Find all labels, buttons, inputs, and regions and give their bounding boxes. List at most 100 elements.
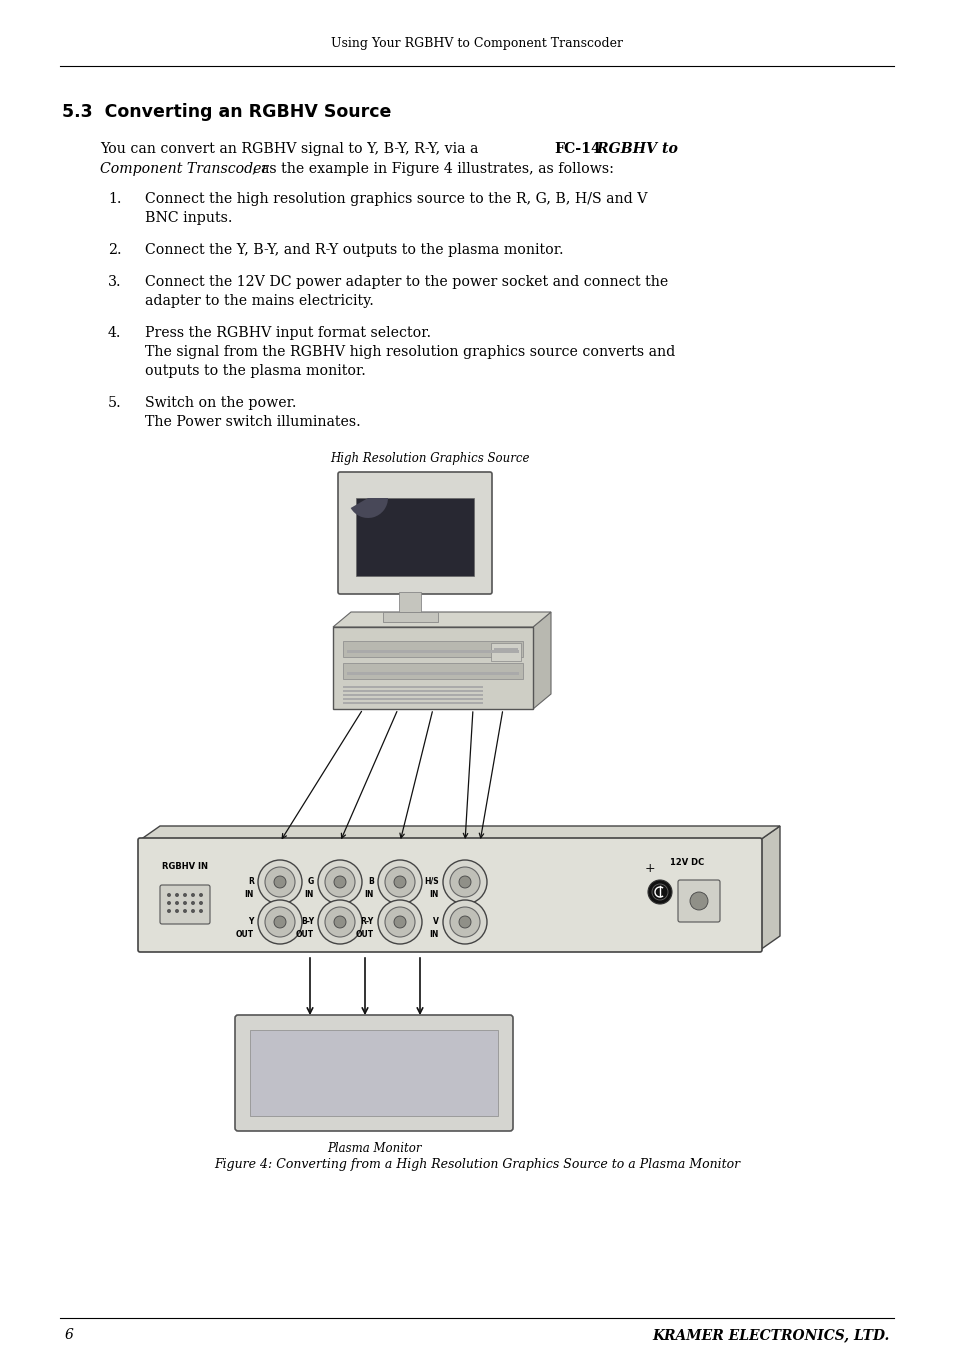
Circle shape — [442, 900, 486, 944]
Bar — [347, 650, 518, 653]
Text: 12V DC: 12V DC — [669, 859, 703, 867]
Bar — [382, 612, 437, 622]
Text: IN: IN — [429, 890, 438, 899]
Bar — [355, 498, 474, 576]
Text: KRAMER ELECTRONICS, LTD.: KRAMER ELECTRONICS, LTD. — [652, 1328, 889, 1343]
Circle shape — [317, 860, 361, 904]
Circle shape — [167, 894, 171, 896]
Text: OUT: OUT — [235, 930, 253, 940]
Circle shape — [458, 917, 471, 927]
Bar — [398, 592, 420, 612]
Circle shape — [317, 900, 361, 944]
Text: 5.3  Converting an RGBHV Source: 5.3 Converting an RGBHV Source — [62, 103, 391, 120]
Circle shape — [647, 880, 671, 904]
Text: IN: IN — [304, 890, 314, 899]
Circle shape — [450, 907, 479, 937]
Text: R-Y: R-Y — [360, 917, 374, 926]
Bar — [343, 690, 482, 692]
Text: H/S: H/S — [424, 877, 438, 886]
Circle shape — [334, 917, 346, 927]
Text: OUT: OUT — [355, 930, 374, 940]
Circle shape — [199, 894, 203, 896]
Text: OUT: OUT — [295, 930, 314, 940]
FancyBboxPatch shape — [234, 1015, 513, 1132]
Text: Connect the high resolution graphics source to the R, G, B, H/S and V: Connect the high resolution graphics sou… — [145, 192, 647, 206]
Bar — [343, 641, 522, 657]
Circle shape — [325, 907, 355, 937]
Bar — [343, 662, 522, 679]
Circle shape — [183, 900, 187, 904]
Polygon shape — [333, 612, 551, 627]
Circle shape — [257, 860, 302, 904]
Circle shape — [199, 900, 203, 904]
Bar — [333, 627, 533, 708]
Text: V: V — [433, 917, 438, 926]
Text: G: G — [308, 877, 314, 886]
Circle shape — [199, 909, 203, 913]
Circle shape — [385, 867, 415, 896]
Circle shape — [274, 917, 286, 927]
FancyBboxPatch shape — [678, 880, 720, 922]
Text: 5.: 5. — [108, 396, 122, 410]
Circle shape — [651, 884, 667, 900]
Text: BNC inputs.: BNC inputs. — [145, 211, 233, 224]
Circle shape — [385, 907, 415, 937]
Text: The signal from the RGBHV high resolution graphics source converts and: The signal from the RGBHV high resolutio… — [145, 345, 675, 360]
Circle shape — [174, 894, 179, 896]
Text: 6: 6 — [65, 1328, 73, 1343]
Bar — [343, 694, 482, 696]
Polygon shape — [760, 826, 780, 950]
Circle shape — [274, 876, 286, 888]
Text: You can convert an RGBHV signal to Y, B-Y, R-Y, via a: You can convert an RGBHV signal to Y, B-… — [100, 142, 482, 155]
Bar — [347, 672, 518, 675]
Text: outputs to the plasma monitor.: outputs to the plasma monitor. — [145, 364, 366, 379]
Text: Component Transcoder: Component Transcoder — [100, 162, 268, 176]
Text: Connect the Y, B-Y, and R-Y outputs to the plasma monitor.: Connect the Y, B-Y, and R-Y outputs to t… — [145, 243, 563, 257]
Circle shape — [191, 909, 194, 913]
Circle shape — [442, 860, 486, 904]
Bar — [343, 685, 482, 688]
FancyBboxPatch shape — [160, 886, 210, 923]
Circle shape — [191, 894, 194, 896]
Circle shape — [191, 900, 194, 904]
Text: IN: IN — [364, 890, 374, 899]
Circle shape — [377, 900, 421, 944]
Text: Using Your RGBHV to Component Transcoder: Using Your RGBHV to Component Transcoder — [331, 37, 622, 50]
Circle shape — [167, 909, 171, 913]
Text: RGBHV to: RGBHV to — [592, 142, 678, 155]
Text: +: + — [644, 863, 655, 875]
Text: Press the RGBHV input format selector.: Press the RGBHV input format selector. — [145, 326, 431, 339]
Text: 4.: 4. — [108, 326, 121, 339]
Text: Plasma Monitor: Plasma Monitor — [327, 1142, 421, 1155]
Text: Connect the 12V DC power adapter to the power socket and connect the: Connect the 12V DC power adapter to the … — [145, 274, 667, 289]
Text: Y: Y — [249, 917, 253, 926]
Circle shape — [325, 867, 355, 896]
Text: RGBHV IN: RGBHV IN — [162, 863, 208, 871]
Circle shape — [334, 876, 346, 888]
Circle shape — [450, 867, 479, 896]
Text: IN: IN — [429, 930, 438, 940]
Polygon shape — [140, 826, 780, 840]
Bar — [494, 648, 517, 653]
Text: IN: IN — [244, 890, 253, 899]
Circle shape — [394, 876, 406, 888]
Circle shape — [174, 900, 179, 904]
Circle shape — [377, 860, 421, 904]
Circle shape — [183, 894, 187, 896]
Circle shape — [394, 917, 406, 927]
Bar — [343, 698, 482, 700]
Text: B: B — [368, 877, 374, 886]
Bar — [250, 1030, 497, 1115]
Text: Switch on the power.: Switch on the power. — [145, 396, 296, 410]
Text: 1.: 1. — [108, 192, 121, 206]
Text: Figure 4: Converting from a High Resolution Graphics Source to a Plasma Monitor: Figure 4: Converting from a High Resolut… — [213, 1159, 740, 1171]
Text: adapter to the mains electricity.: adapter to the mains electricity. — [145, 293, 374, 308]
Text: R: R — [248, 877, 253, 886]
Bar — [343, 702, 482, 704]
Text: FC-14: FC-14 — [554, 142, 600, 155]
Circle shape — [265, 907, 294, 937]
Text: 3.: 3. — [108, 274, 121, 289]
Circle shape — [257, 900, 302, 944]
Polygon shape — [533, 612, 551, 708]
Text: 2.: 2. — [108, 243, 121, 257]
